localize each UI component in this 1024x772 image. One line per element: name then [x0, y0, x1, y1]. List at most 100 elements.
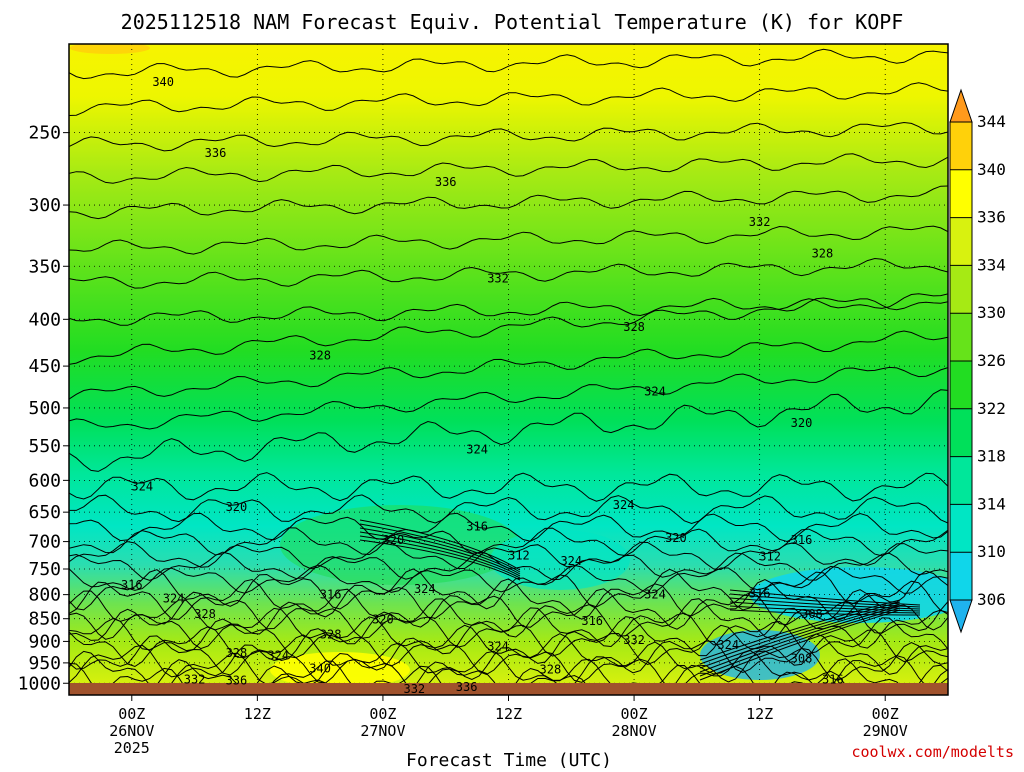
colorbar-label: 336 — [977, 208, 1006, 227]
contour-label-group: 324 — [267, 648, 289, 662]
colorbar-label: 314 — [977, 494, 1006, 513]
colorbar: 306 310 314 318 322 326 330 334 336 340 344 — [949, 88, 1006, 634]
contour-label-group: 308 — [801, 607, 823, 621]
contour-line — [699, 601, 901, 665]
contour-label: 332 — [184, 672, 206, 686]
contour-line — [729, 597, 921, 610]
x-tick-label: 2025 — [114, 739, 150, 757]
y-tick-label: 950 — [28, 653, 61, 674]
colorbar-swatch — [950, 265, 972, 314]
contour-line — [359, 527, 521, 575]
contour-label: 332 — [403, 682, 425, 696]
y-tick-label: 350 — [28, 256, 61, 277]
contour-label-group: 320 — [372, 613, 394, 627]
contour-line — [69, 512, 948, 543]
contour-label: 308 — [801, 607, 823, 621]
contour-line — [359, 519, 521, 571]
contour-line — [69, 494, 948, 525]
contour-label-group: 324 — [466, 442, 488, 456]
contour-label: 316 — [791, 533, 813, 547]
contour-label-group: 316 — [791, 533, 813, 547]
contour-line — [69, 540, 948, 571]
contour-label: 328 — [309, 348, 331, 362]
colorbar-high-arrow — [949, 88, 973, 123]
contour-label-group: 324 — [131, 479, 153, 493]
colorbar-swatch — [950, 217, 972, 266]
x-tick-label: 00Z — [369, 705, 396, 723]
contour-label: 312 — [759, 550, 781, 564]
contour-line — [69, 185, 948, 220]
colorbar-swatch — [950, 169, 972, 218]
contour-label: 324 — [613, 498, 635, 512]
contour-label: 328 — [623, 320, 645, 334]
contour-label-group: 328 — [540, 663, 562, 677]
x-tick-label: 28NOV — [611, 722, 656, 740]
x-tick-label: 12Z — [495, 705, 522, 723]
contour-label-group: 320 — [791, 416, 813, 430]
contour-label-group: 340 — [309, 661, 331, 675]
contour-label: 320 — [372, 613, 394, 627]
contour-label: 324 — [466, 442, 488, 456]
contour-line — [699, 609, 901, 681]
moist-pocket — [280, 505, 520, 585]
contour-label-group: 316 — [320, 588, 342, 602]
contour-label: 324 — [560, 554, 582, 568]
y-tick-label: 400 — [28, 309, 61, 330]
contour-line — [699, 599, 901, 661]
contour-line — [729, 589, 921, 606]
contour-line — [69, 389, 948, 472]
contour-label-group: 324 — [414, 582, 436, 596]
x-tick-label: 12Z — [244, 705, 271, 723]
contour-label-group: 336 — [456, 680, 478, 694]
contour-label: 320 — [226, 500, 248, 514]
contour-label: 332 — [749, 215, 771, 229]
colorbar-swatch — [950, 408, 972, 457]
y-tick-label: 500 — [28, 398, 61, 419]
contour-label-group: 316 — [581, 614, 603, 628]
contour-label-group: 328 — [812, 247, 834, 261]
contour-label: 328 — [812, 247, 834, 261]
contour-label-group: 320 — [383, 533, 405, 547]
contour-label-group: 328 — [309, 348, 331, 362]
y-tick-label: 750 — [28, 559, 61, 580]
contour-line — [69, 121, 948, 152]
contour-label-group: 336 — [435, 175, 457, 189]
contour-line — [69, 649, 948, 692]
contour-line — [359, 539, 521, 581]
contour-line — [69, 297, 948, 326]
contour-line — [699, 607, 901, 677]
colorbar-label: 310 — [977, 542, 1006, 561]
contour-line — [729, 601, 921, 612]
contour-label-group: 324 — [487, 640, 509, 654]
contour-label-group: 328 — [320, 628, 342, 642]
colorbar-swatch — [950, 122, 972, 170]
field-layer — [69, 44, 948, 695]
contour-line — [69, 366, 948, 430]
y-tick-label: 250 — [28, 123, 61, 144]
contour-line — [69, 257, 948, 289]
colorbar-swatch — [950, 313, 972, 361]
contour-label-group: 324 — [163, 592, 185, 606]
contour-label-group: 312 — [508, 549, 530, 563]
x-tick-label: 00Z — [621, 705, 648, 723]
contour-label-group: 332 — [623, 633, 645, 647]
y-tick-label: 300 — [28, 195, 61, 216]
contour-line — [69, 568, 948, 611]
x-tick-label: 00Z — [118, 705, 145, 723]
ground-strip — [69, 683, 948, 695]
contour-label-group: 328 — [226, 646, 248, 660]
contour-label-group: 320 — [226, 500, 248, 514]
colorbar-label: 330 — [977, 303, 1006, 322]
contour-label-group: 324 — [560, 554, 582, 568]
y-tick-label: 800 — [28, 585, 61, 606]
colorbar-label: 322 — [977, 399, 1006, 418]
contour-label: 316 — [749, 587, 771, 601]
contour-label-group: 340 — [152, 75, 174, 89]
contour-label: 316 — [320, 588, 342, 602]
contour-line — [69, 472, 948, 502]
contour-label: 316 — [466, 520, 488, 534]
contour-label: 332 — [487, 272, 509, 286]
y-axis: 2503003504004505005506006507007508008509… — [18, 123, 69, 694]
